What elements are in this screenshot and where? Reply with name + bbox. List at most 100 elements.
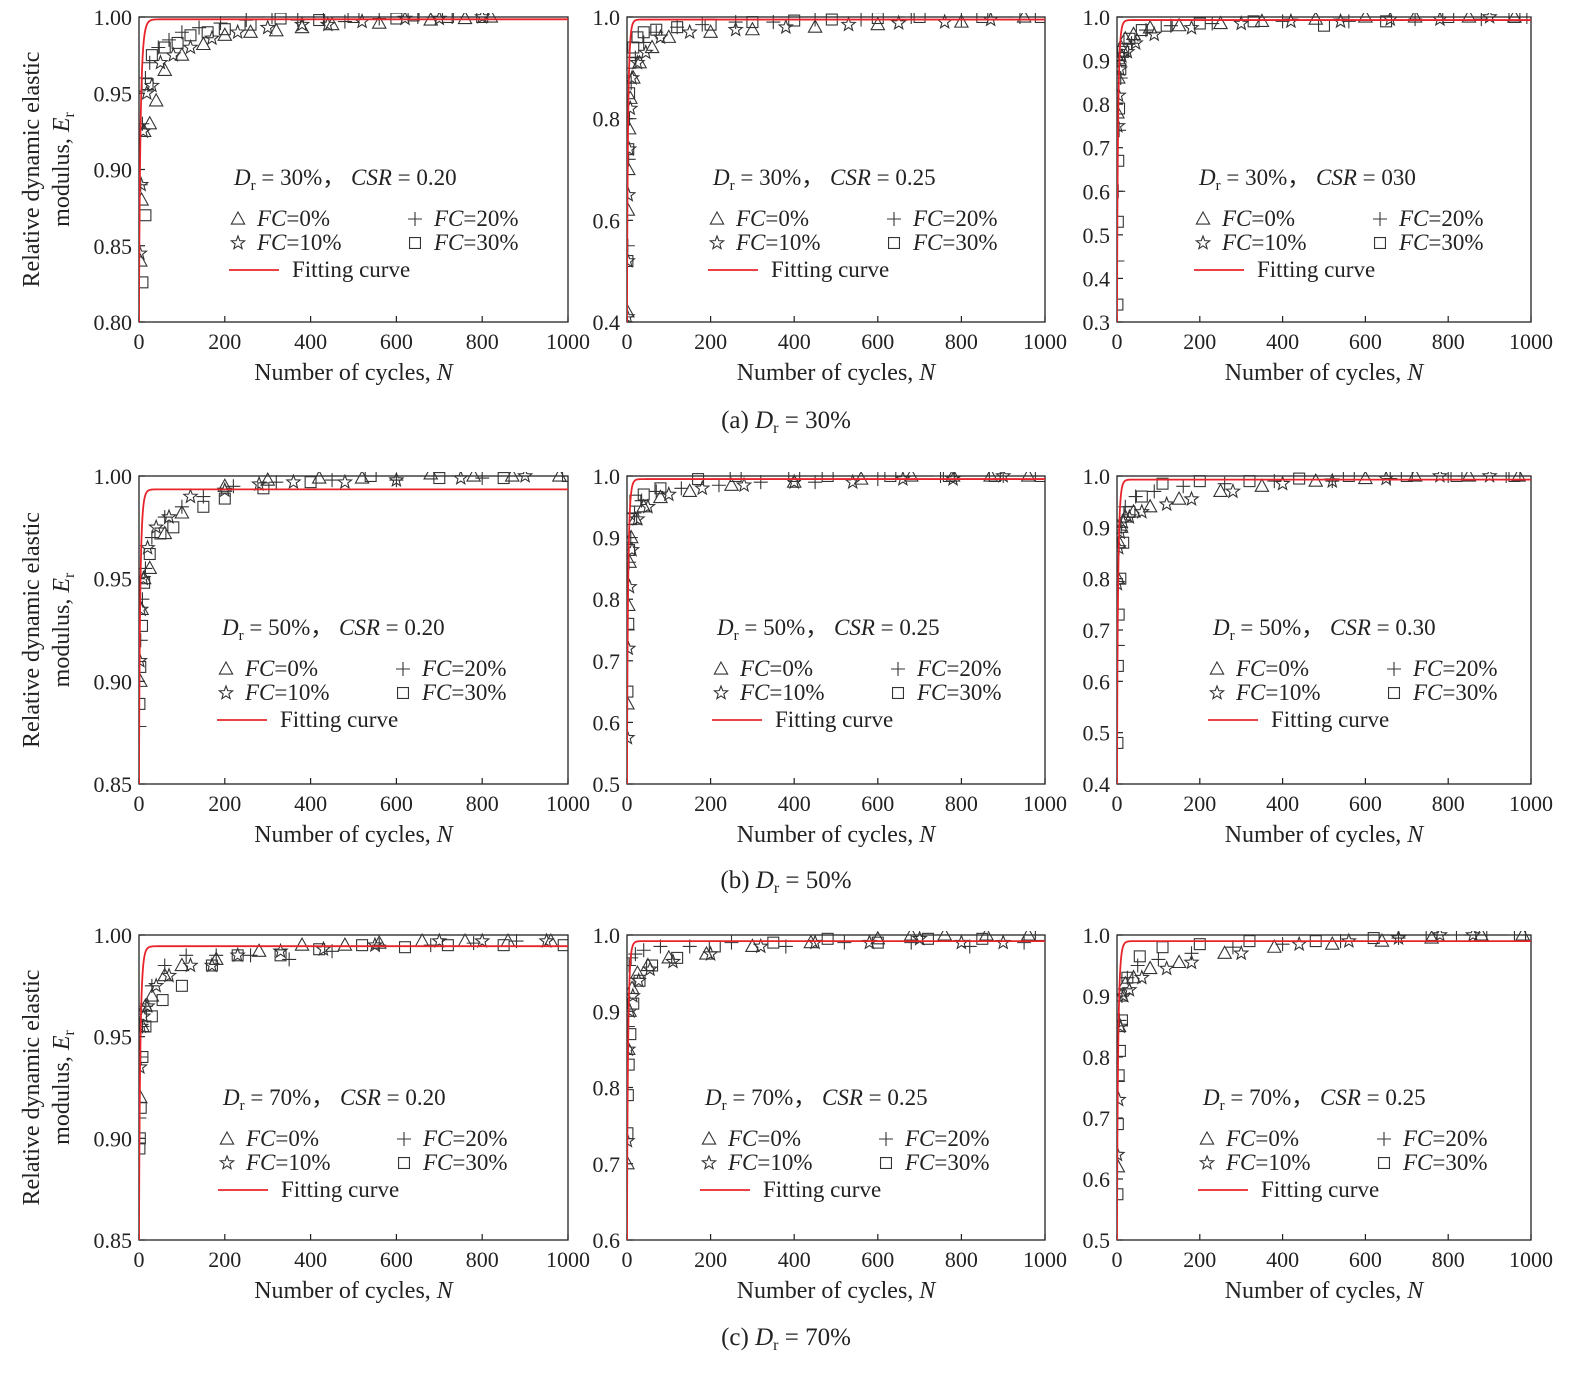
data-point-star bbox=[1158, 495, 1175, 512]
panel-dr50-csr030: 0 200 400 600 800 1000 0.4 0.5 0.6 0.7 0.8 0.9 1.0 Nu… bbox=[1083, 464, 1554, 848]
y-tick-label: 0.95 bbox=[94, 567, 133, 592]
data-point-star bbox=[1224, 482, 1242, 499]
data-point-square bbox=[139, 1050, 149, 1064]
data-point-plus bbox=[226, 479, 241, 494]
data-point-star bbox=[1183, 19, 1200, 35]
legend-marker-star bbox=[708, 234, 726, 250]
legend-marker-plus bbox=[1387, 662, 1401, 676]
x-axis-title: Number of cycles, N bbox=[254, 360, 455, 386]
data-point-triangle bbox=[1266, 939, 1282, 953]
data-point-square bbox=[304, 476, 317, 489]
data-point-plus bbox=[1391, 931, 1406, 946]
data-point-triangle bbox=[1374, 932, 1390, 947]
data-point-square bbox=[561, 472, 568, 483]
data-point-triangle bbox=[1357, 13, 1373, 23]
plot-area bbox=[627, 472, 1045, 784]
data-point-plus bbox=[142, 55, 157, 70]
data-point-star bbox=[1431, 931, 1449, 942]
data-point-plus bbox=[1163, 18, 1178, 33]
y-tick-label: 0.7 bbox=[1083, 618, 1111, 643]
data-point-plus bbox=[151, 40, 166, 55]
data-point-star bbox=[1377, 472, 1395, 486]
y-tick-label: 0.5 bbox=[1083, 721, 1111, 746]
legend-label: FC=30% bbox=[904, 1150, 990, 1175]
data-point-square bbox=[871, 936, 884, 949]
data-point-square bbox=[821, 472, 834, 483]
data-point-triangle bbox=[652, 489, 669, 504]
legend-fit-label: Fitting curve bbox=[280, 707, 398, 732]
condition-label: Dr = 50%， CSR = 0.25 bbox=[716, 615, 940, 644]
data-point-square bbox=[145, 49, 158, 62]
x-tick-label: 200 bbox=[208, 329, 241, 354]
data-point-plus bbox=[144, 978, 159, 993]
data-point-square bbox=[205, 959, 218, 972]
data-point-square bbox=[627, 513, 638, 526]
data-point-square bbox=[654, 482, 667, 495]
x-tick-label: 200 bbox=[694, 1247, 727, 1272]
data-point-star bbox=[627, 69, 641, 85]
data-point-plus bbox=[1147, 484, 1162, 499]
data-point-square bbox=[942, 472, 955, 483]
data-point-plus bbox=[670, 20, 685, 35]
y-tick-label: 1.0 bbox=[593, 923, 621, 948]
x-axis-title: Number of cycles, N bbox=[737, 822, 938, 848]
data-point-triangle bbox=[174, 504, 190, 519]
data-point-square bbox=[1524, 931, 1531, 942]
data-point-star bbox=[660, 485, 677, 502]
legend-marker-square bbox=[1377, 1156, 1391, 1170]
data-point-star bbox=[840, 16, 857, 32]
legend-label: FC=0% bbox=[727, 1126, 801, 1151]
legend-marker-star bbox=[712, 684, 730, 700]
data-point-plus bbox=[1124, 36, 1139, 51]
data-point-star bbox=[1133, 503, 1150, 519]
data-point-plus bbox=[162, 32, 177, 47]
data-point-plus bbox=[1012, 13, 1027, 24]
data-point-plus bbox=[445, 13, 460, 24]
data-point-square bbox=[788, 472, 801, 483]
data-point-plus bbox=[139, 71, 153, 85]
data-point-square bbox=[1117, 1014, 1128, 1027]
data-point-triangle bbox=[139, 252, 148, 267]
data-point-triangle bbox=[1357, 472, 1373, 485]
y-tick-label: 0.8 bbox=[593, 587, 621, 612]
legend-label: FC=30% bbox=[422, 1150, 508, 1175]
legend-marker-plus bbox=[887, 212, 901, 226]
data-point-square bbox=[1123, 505, 1136, 518]
data-point-plus bbox=[475, 472, 490, 486]
data-point-square bbox=[1135, 24, 1148, 37]
data-point-square bbox=[650, 23, 663, 36]
x-tick-label: 800 bbox=[466, 1247, 499, 1272]
panel-dr30-csr030: 0 200 400 600 800 1000 0.3 0.4 0.5 0.6 0.7 0.8 0.9 1.… bbox=[1083, 5, 1554, 386]
y-tick-label: 0.3 bbox=[1083, 310, 1111, 335]
data-point-plus bbox=[1128, 489, 1143, 504]
data-point-star bbox=[250, 475, 268, 492]
data-point-star bbox=[139, 122, 152, 139]
legend-label: FC=20% bbox=[421, 656, 507, 681]
legend-label: FC=30% bbox=[1402, 1150, 1488, 1175]
legend-fit-label: Fitting curve bbox=[292, 257, 410, 282]
panel-dr70-csr020: 0 200 400 600 800 1000 0.85 0.90 0.95 1.00 Number … bbox=[19, 923, 590, 1304]
data-point-plus bbox=[649, 25, 664, 40]
data-point-star bbox=[139, 1007, 152, 1024]
data-point-star bbox=[1332, 13, 1349, 29]
x-tick-label: 600 bbox=[1349, 791, 1382, 816]
data-point-triangle bbox=[1171, 490, 1187, 505]
y-tick-label: 0.5 bbox=[593, 772, 621, 797]
x-tick-label: 0 bbox=[622, 1247, 633, 1272]
data-point-square bbox=[1117, 45, 1130, 58]
data-point-plus bbox=[243, 948, 258, 963]
data-point-plus bbox=[1117, 123, 1127, 138]
data-point-star bbox=[1382, 13, 1399, 27]
data-point-plus bbox=[1120, 970, 1135, 985]
y-tick-label: 0.85 bbox=[94, 234, 133, 259]
data-point-triangle bbox=[371, 14, 387, 29]
condition-label: Dr = 70%， CSR = 0.25 bbox=[1202, 1085, 1426, 1114]
data-point-star bbox=[627, 578, 638, 594]
data-point-square bbox=[1034, 472, 1045, 483]
x-tick-label: 600 bbox=[1349, 1247, 1382, 1272]
data-point-triangle bbox=[260, 472, 276, 486]
fitting-curve bbox=[139, 945, 568, 1240]
legend-label: FC=10% bbox=[739, 680, 825, 705]
data-point-plus bbox=[1205, 16, 1220, 31]
